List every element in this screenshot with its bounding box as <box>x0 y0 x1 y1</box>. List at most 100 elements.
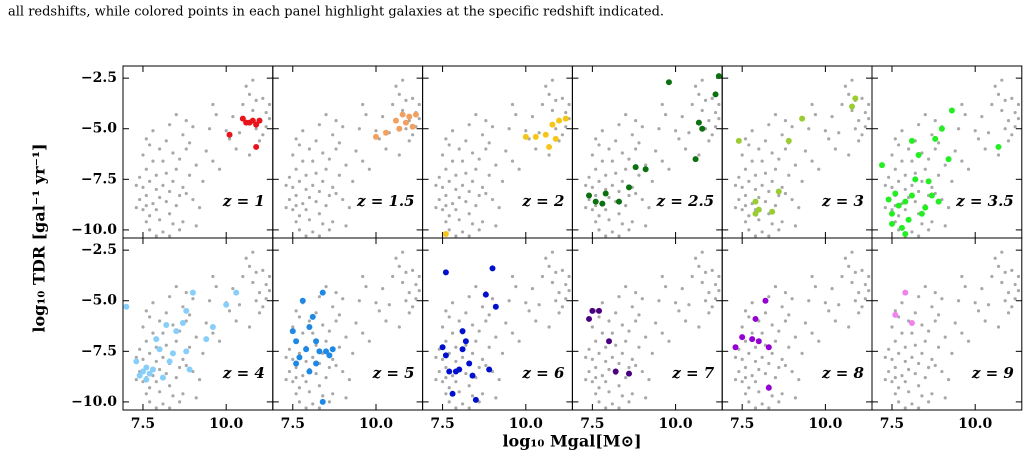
background-point <box>168 384 172 388</box>
background-point <box>547 264 551 268</box>
background-point <box>311 230 315 234</box>
background-point <box>187 141 192 145</box>
background-point <box>1013 297 1017 301</box>
background-point <box>697 325 701 329</box>
background-point <box>434 183 438 187</box>
background-point <box>247 153 252 157</box>
background-point <box>733 378 738 382</box>
background-point <box>810 274 814 279</box>
background-point <box>617 406 621 410</box>
panel-label: z = 8 <box>821 364 865 382</box>
background-point <box>813 112 818 117</box>
background-point <box>1000 78 1004 82</box>
background-point <box>693 84 698 88</box>
background-point <box>617 361 621 366</box>
background-point <box>261 133 265 137</box>
point <box>173 328 180 335</box>
panel-label: z = 9 <box>971 364 1015 382</box>
background-point <box>554 127 558 131</box>
point <box>945 156 952 163</box>
background-point <box>144 392 148 396</box>
background-point <box>287 369 292 374</box>
panel-frame <box>721 65 873 239</box>
background-point <box>351 179 355 183</box>
background-point <box>783 319 788 323</box>
background-point <box>227 137 232 141</box>
background-point <box>477 228 481 232</box>
background-point <box>930 133 934 137</box>
background-point <box>597 214 601 218</box>
background-point <box>584 206 588 210</box>
background-point <box>813 284 818 289</box>
point <box>912 176 919 183</box>
background-point <box>823 301 827 305</box>
background-point <box>883 355 887 359</box>
background-point <box>307 195 312 200</box>
background-point <box>963 112 967 117</box>
background-point <box>890 153 894 157</box>
background-point <box>743 392 748 396</box>
background-point <box>158 147 162 151</box>
background-point <box>976 137 981 141</box>
background-point <box>361 159 365 163</box>
point <box>755 338 762 345</box>
background-point <box>224 129 228 133</box>
y-tick-label: −10.0 <box>71 222 117 238</box>
background-point <box>624 167 628 171</box>
background-point <box>590 325 594 329</box>
background-point <box>933 319 937 323</box>
background-point <box>917 189 921 194</box>
background-point <box>783 119 788 123</box>
background-point <box>391 102 395 107</box>
background-point <box>217 339 222 343</box>
background-point <box>327 193 331 198</box>
background-point <box>171 151 175 155</box>
background-point <box>337 141 341 145</box>
background-point <box>960 274 964 279</box>
background-point <box>477 193 481 198</box>
background-point <box>161 402 165 406</box>
background-point <box>644 396 648 400</box>
background-point <box>181 185 185 190</box>
background-point <box>547 92 551 96</box>
background-point <box>890 380 894 384</box>
background-point <box>507 299 511 303</box>
background-point <box>334 147 338 151</box>
point <box>602 190 609 197</box>
background-point <box>867 274 871 279</box>
background-point <box>437 197 441 202</box>
background-point <box>956 127 961 131</box>
background-point <box>540 102 545 107</box>
background-point <box>341 297 345 301</box>
background-point <box>760 402 764 406</box>
background-point <box>148 400 152 404</box>
background-point <box>494 163 498 167</box>
background-point <box>158 367 162 372</box>
background-point <box>946 378 951 382</box>
background-point <box>620 394 624 398</box>
background-point <box>284 355 288 359</box>
background-point <box>657 127 661 131</box>
point <box>592 198 599 205</box>
background-point <box>717 274 721 279</box>
point <box>785 137 792 144</box>
background-point <box>887 369 891 374</box>
background-point <box>494 335 498 339</box>
background-point <box>487 173 491 177</box>
background-point <box>624 376 628 380</box>
background-point <box>494 224 498 228</box>
background-point <box>907 390 911 394</box>
background-point <box>450 129 455 133</box>
point <box>223 301 230 308</box>
background-point <box>444 376 448 380</box>
background-point <box>753 173 758 177</box>
background-point <box>560 268 565 272</box>
background-point <box>497 378 501 382</box>
background-point <box>184 363 188 368</box>
background-point <box>244 84 248 88</box>
background-point <box>460 230 465 234</box>
background-point <box>936 173 941 177</box>
background-point <box>404 270 408 274</box>
background-point <box>607 390 611 394</box>
background-point <box>294 193 298 198</box>
